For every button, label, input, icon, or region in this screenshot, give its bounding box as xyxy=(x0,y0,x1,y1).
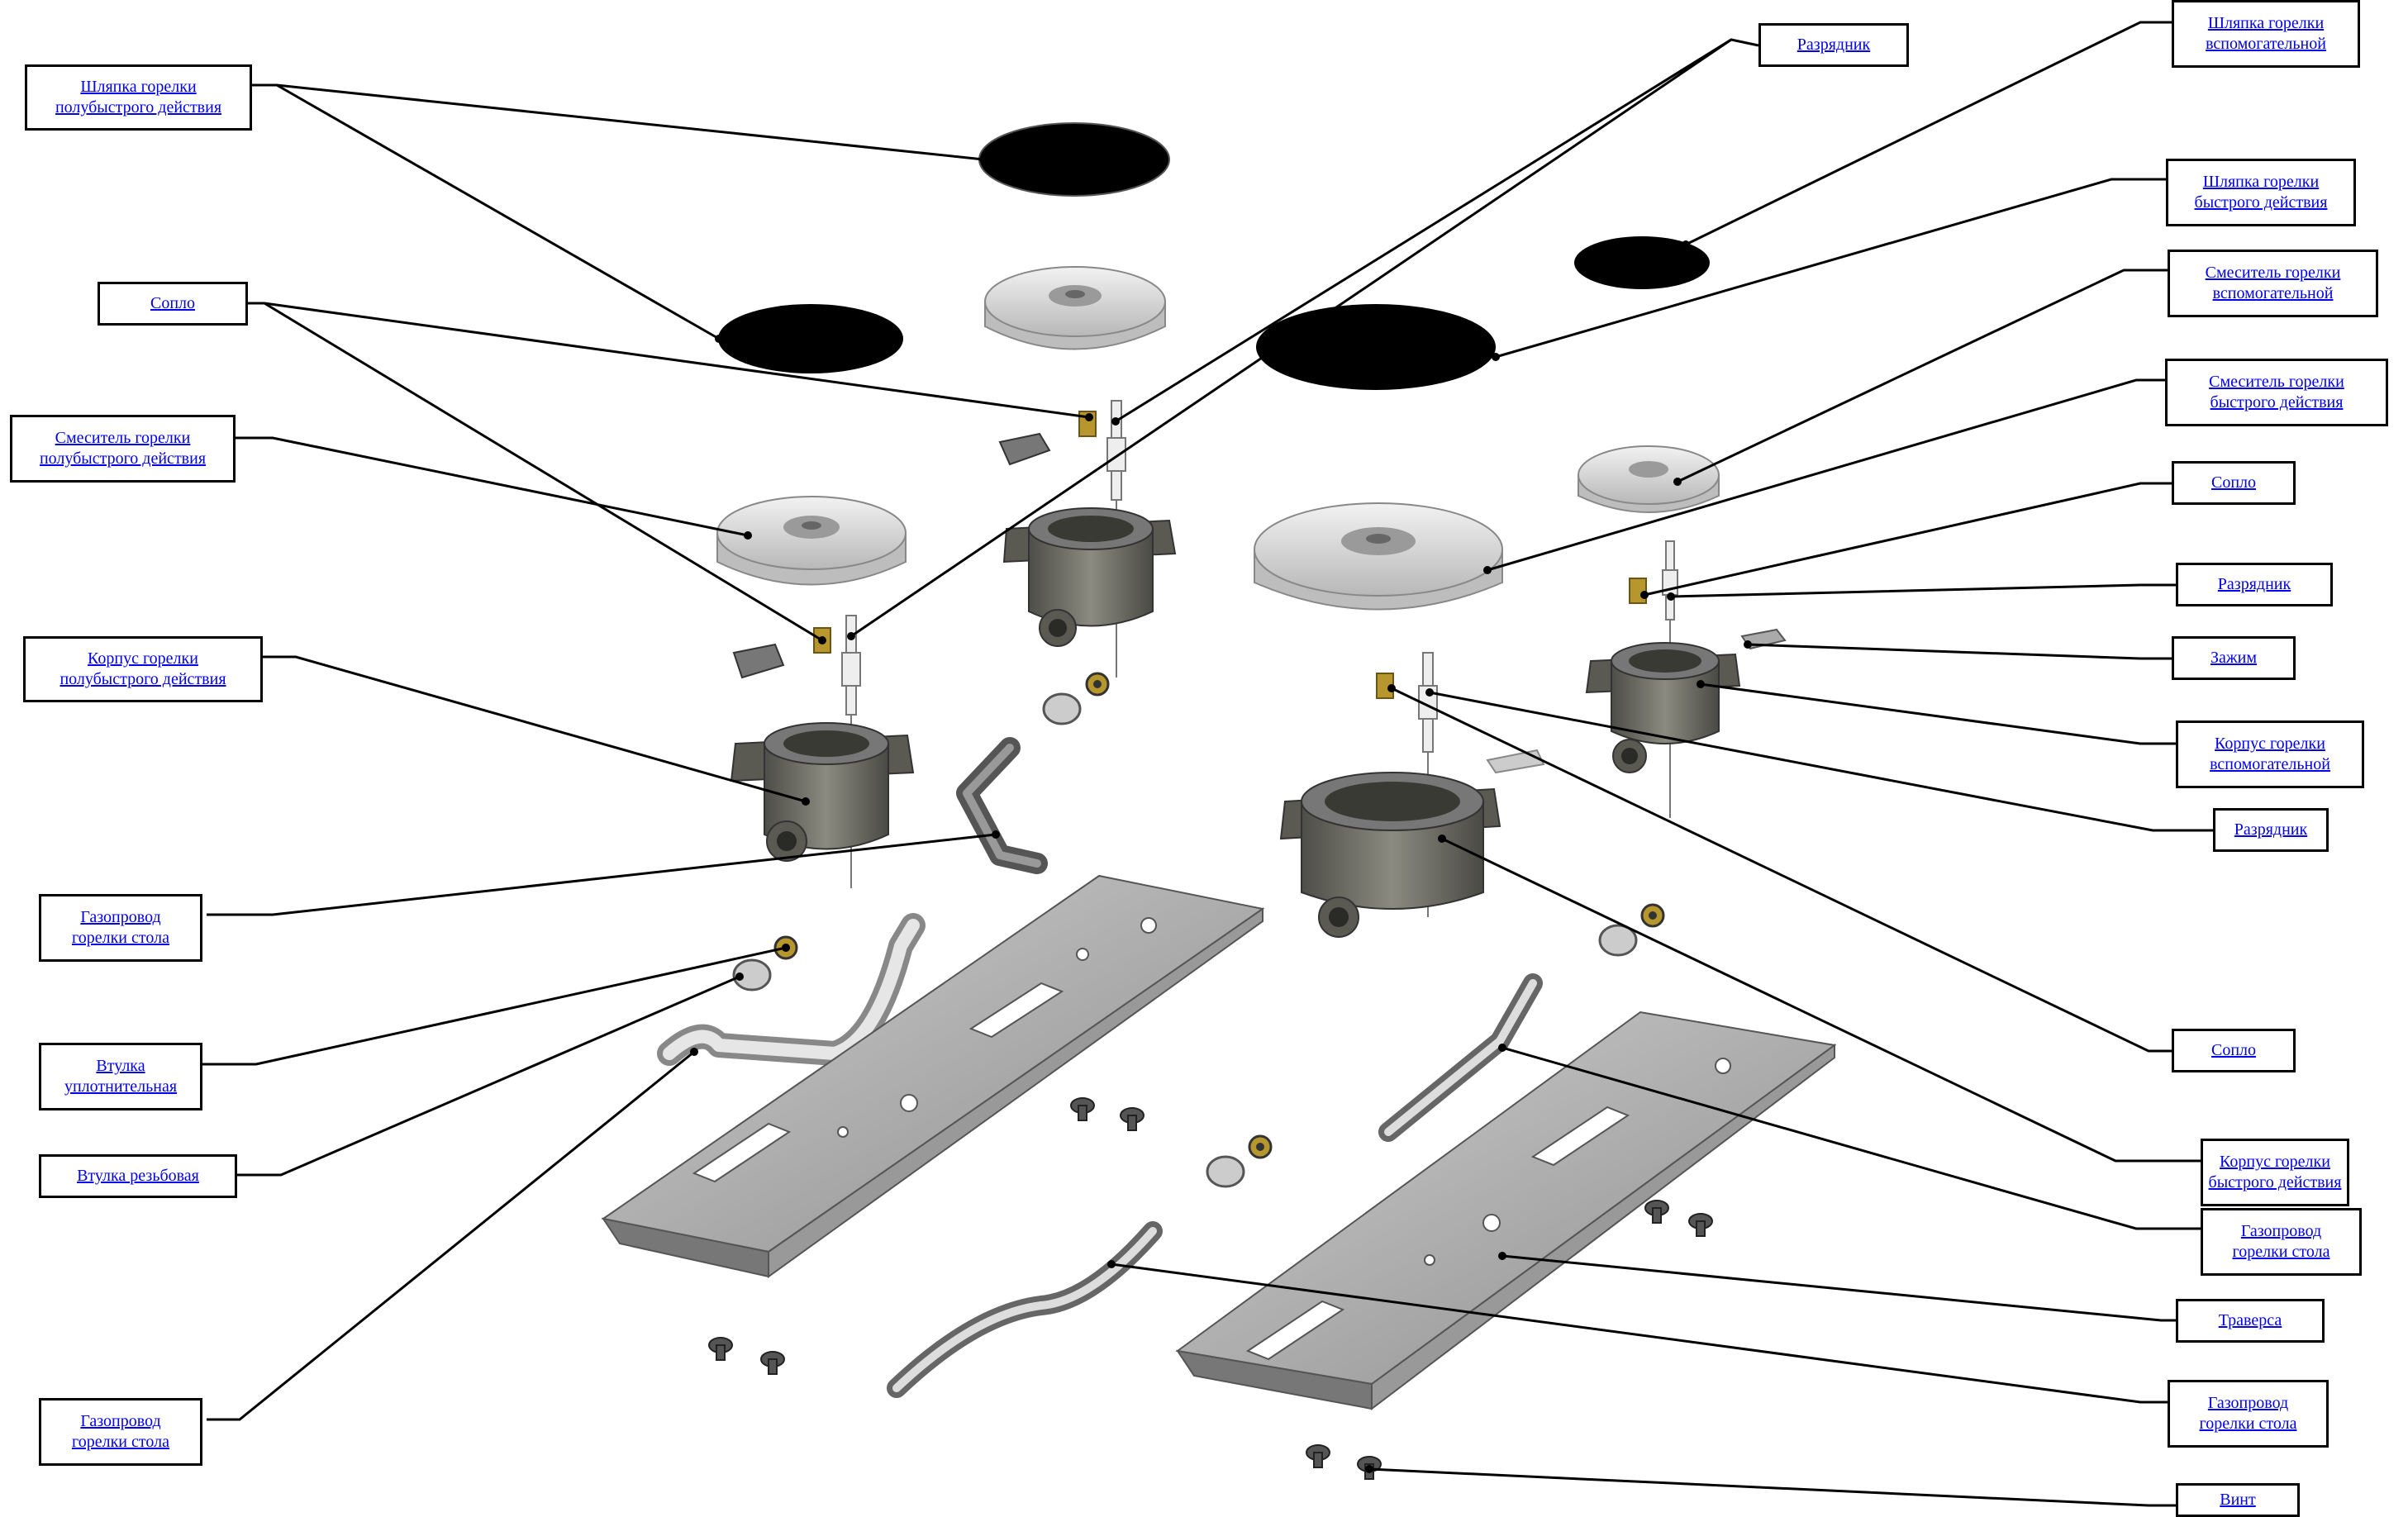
label-body-rapid[interactable]: Корпус горелки быстрого действия xyxy=(2201,1139,2349,1206)
label-body-auxiliary[interactable]: Корпус горелки вспомогательной xyxy=(2176,720,2364,788)
label-screw[interactable]: Винт xyxy=(2176,1483,2300,1517)
label-nozzle-left[interactable]: Сопло xyxy=(98,282,248,326)
cap-semi-rapid-left xyxy=(718,304,903,373)
label-igniter-right-1[interactable]: Разрядник xyxy=(2176,563,2333,606)
leader-lines xyxy=(202,21,2213,1507)
body-rapid xyxy=(1279,772,1501,938)
sleeve-set-bottom xyxy=(1206,1134,1273,1188)
label-clamp[interactable]: Зажим xyxy=(2172,636,2296,680)
label-gas-pipe-3[interactable]: Газопровод горелки стола xyxy=(2201,1208,2362,1276)
nozzle-auxiliary xyxy=(1629,578,1647,604)
clamp-left xyxy=(732,643,785,679)
label-mixer-auxiliary[interactable]: Смеситель горелки вспомогательной xyxy=(2168,250,2378,317)
label-body-semi-rapid[interactable]: Корпус горелки полубыстрого действия xyxy=(23,636,263,702)
mixer-semi-rapid-top xyxy=(984,266,1166,350)
mixer-rapid xyxy=(1254,502,1503,611)
label-igniter-top[interactable]: Разрядник xyxy=(1758,23,1909,67)
igniter-left xyxy=(841,615,861,888)
traverse-right xyxy=(1175,1011,1837,1411)
sleeve-set-rapid xyxy=(1598,903,1665,957)
label-threaded-sleeve[interactable]: Втулка резьбовая xyxy=(39,1154,237,1198)
label-nozzle-right[interactable]: Сопло xyxy=(2172,461,2296,505)
label-traverse[interactable]: Траверса xyxy=(2176,1299,2325,1343)
body-auxiliary xyxy=(1585,642,1741,773)
label-mixer-semi-rapid[interactable]: Смеситель горелки полубыстрого действия xyxy=(10,415,236,483)
cap-rapid xyxy=(1256,304,1496,390)
clamp-rapid xyxy=(1486,749,1545,774)
mixer-auxiliary xyxy=(1578,445,1720,513)
cap-semi-rapid-top xyxy=(978,122,1170,197)
cap-auxiliary xyxy=(1574,236,1710,289)
screws xyxy=(708,1097,1713,1480)
label-cap-auxiliary[interactable]: Шляпка горелки вспомогательной xyxy=(2172,0,2360,68)
leader-dots xyxy=(690,155,1752,1473)
body-semi-rapid-left xyxy=(730,722,915,862)
traverse-left xyxy=(601,874,1265,1278)
label-nozzle-right-2[interactable]: Сопло xyxy=(2172,1029,2296,1072)
clamp-top-left xyxy=(998,432,1051,466)
label-gas-pipe-4[interactable]: Газопровод горелки стола xyxy=(2168,1380,2329,1448)
label-seal-sleeve[interactable]: Втулка уплотнительная xyxy=(39,1043,202,1110)
label-gas-pipe-1[interactable]: Газопровод горелки стола xyxy=(39,894,202,962)
label-cap-semi-rapid[interactable]: Шляпка горелки полубыстрого действия xyxy=(25,64,252,131)
body-semi-rapid-top xyxy=(1002,507,1177,647)
label-igniter-right-2[interactable]: Разрядник xyxy=(2213,808,2329,852)
label-mixer-rapid[interactable]: Смеситель горелки быстрого действия xyxy=(2165,359,2388,426)
sleeve-set-top xyxy=(1042,672,1110,725)
igniter-rapid xyxy=(1418,652,1438,917)
mixer-semi-rapid-left xyxy=(716,496,907,586)
label-gas-pipe-2[interactable]: Газопровод горелки стола xyxy=(39,1398,202,1466)
label-cap-rapid[interactable]: Шляпка горелки быстрого действия xyxy=(2166,159,2356,226)
